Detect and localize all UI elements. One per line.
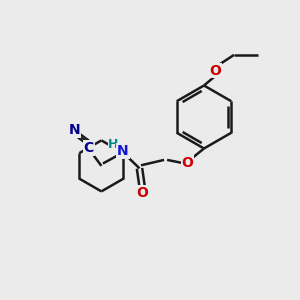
Text: O: O: [182, 156, 194, 170]
Text: O: O: [209, 64, 221, 77]
Text: N: N: [69, 123, 80, 137]
Text: N: N: [117, 144, 129, 158]
Text: O: O: [136, 186, 148, 200]
Text: H: H: [108, 138, 118, 151]
Text: C: C: [84, 141, 94, 155]
